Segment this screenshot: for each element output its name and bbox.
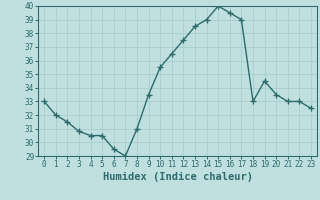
X-axis label: Humidex (Indice chaleur): Humidex (Indice chaleur) (103, 172, 252, 182)
